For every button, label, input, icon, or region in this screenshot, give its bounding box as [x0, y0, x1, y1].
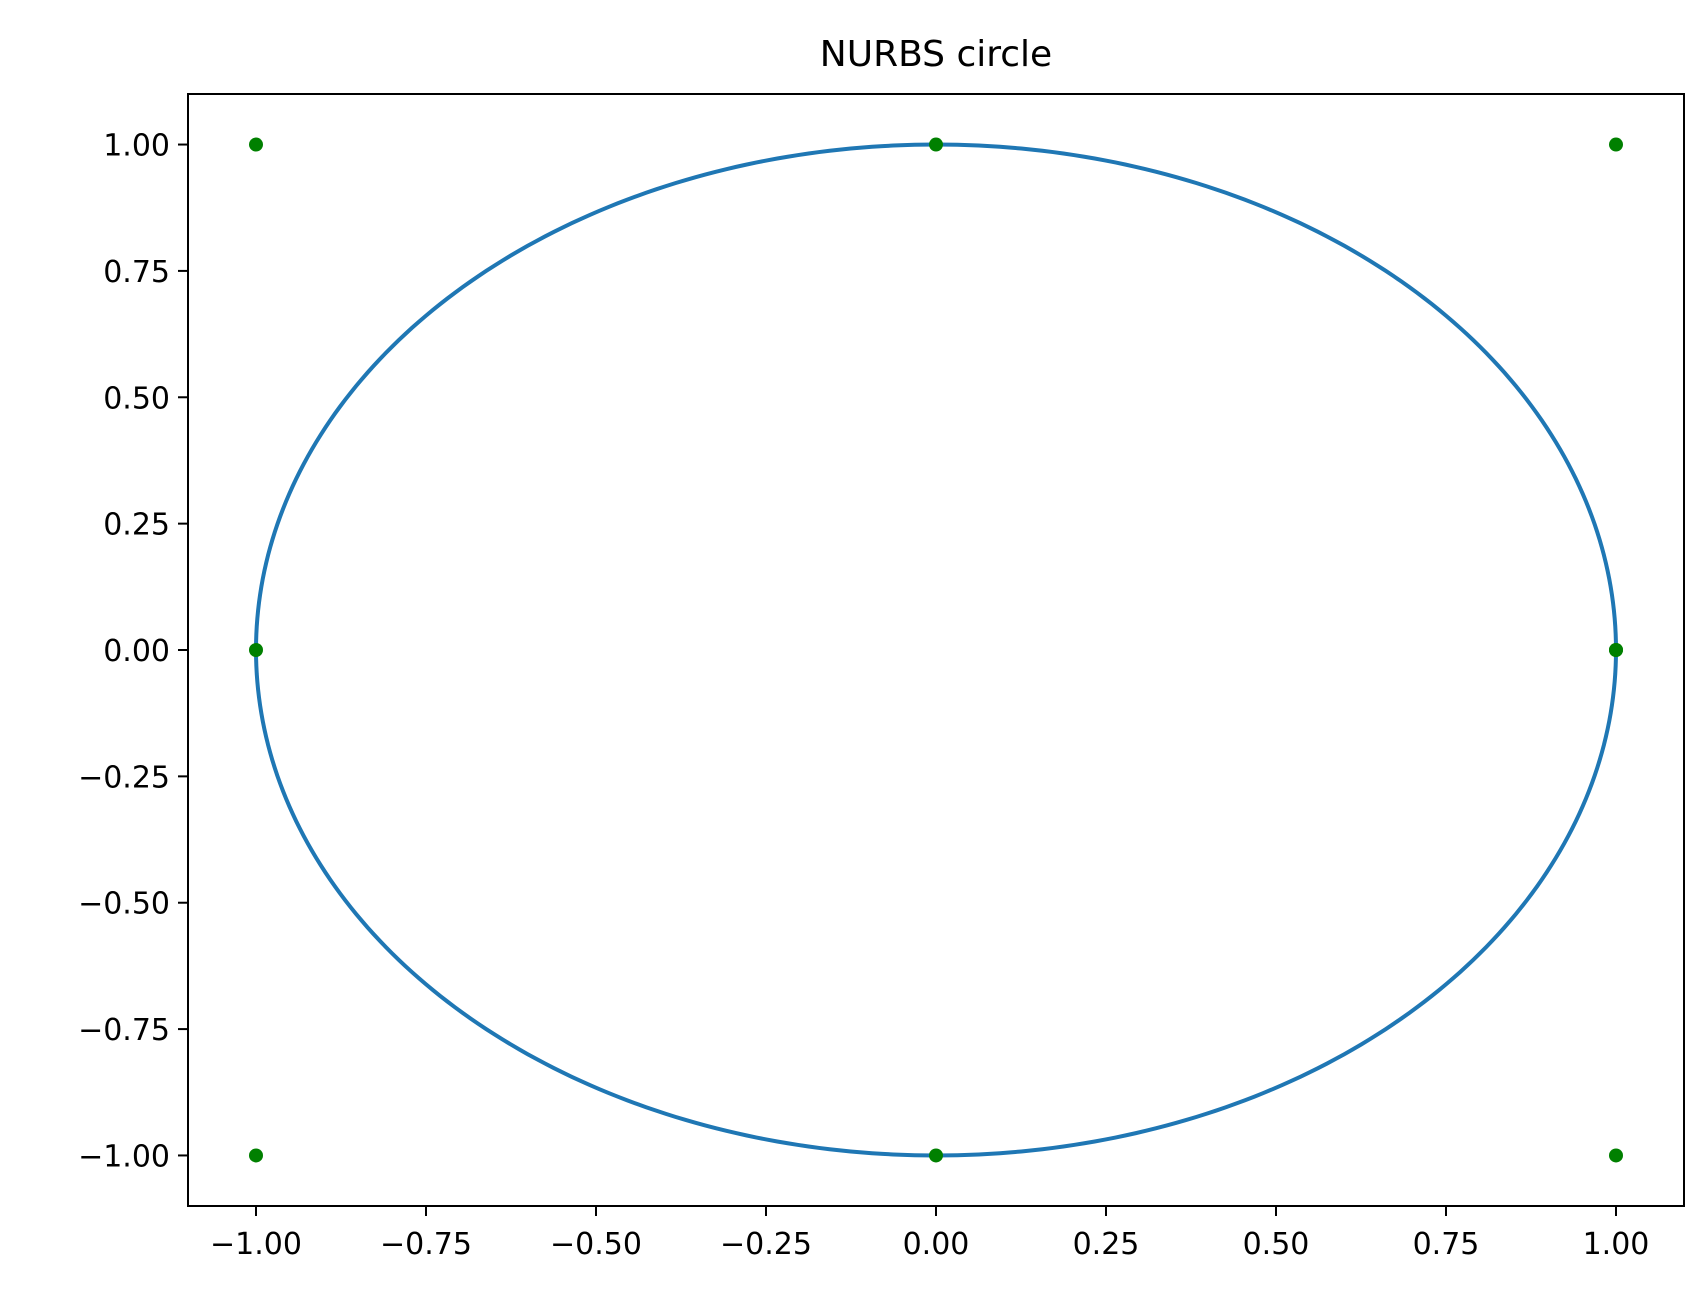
circle-curve — [254, 142, 1618, 1158]
plot-area — [249, 137, 1623, 1163]
y-tick-label: −1.00 — [78, 1139, 170, 1174]
y-tick-label: 0.00 — [103, 634, 170, 669]
control-point — [1609, 137, 1623, 152]
control-point — [929, 1148, 943, 1163]
x-tick-label: −0.50 — [550, 1227, 642, 1262]
control-point — [929, 137, 943, 152]
y-tick-label: −0.50 — [78, 887, 170, 922]
axes-frame — [187, 93, 1685, 1207]
y-tick-label: 0.75 — [103, 255, 170, 290]
x-tick-label: −1.00 — [210, 1227, 302, 1262]
y-tick-label: −0.25 — [78, 760, 170, 795]
y-tick-label: 0.25 — [103, 508, 170, 543]
y-tick-label: −0.75 — [78, 1013, 170, 1048]
control-point — [249, 1148, 263, 1163]
x-tick-label: 0.25 — [1073, 1227, 1140, 1262]
control-point — [1609, 643, 1623, 657]
x-tick-label: 0.75 — [1413, 1227, 1480, 1262]
x-axis: −1.00 −0.75 −0.50 −0.25 0.00 0.25 0.50 0.75 1.00 — [210, 1206, 1649, 1262]
control-point — [249, 137, 263, 152]
x-tick-label: 1.00 — [1583, 1227, 1650, 1262]
control-point — [1609, 1148, 1623, 1163]
y-tick-label: 0.50 — [103, 381, 170, 416]
control-point — [249, 643, 263, 657]
x-tick-label: −0.25 — [720, 1227, 812, 1262]
y-axis: 1.00 0.75 0.50 0.25 0.00 −0.25 −0.50 −0.75 −1.00 — [78, 129, 188, 1174]
chart-title: NURBS circle — [820, 34, 1052, 75]
x-tick-label: 0.00 — [903, 1227, 970, 1262]
x-tick-label: −0.75 — [380, 1227, 472, 1262]
x-tick-label: 0.50 — [1243, 1227, 1310, 1262]
y-tick-label: 1.00 — [103, 129, 170, 164]
